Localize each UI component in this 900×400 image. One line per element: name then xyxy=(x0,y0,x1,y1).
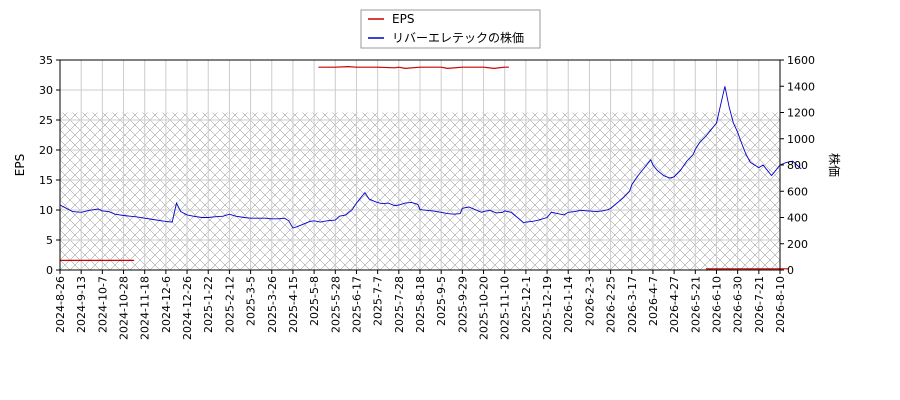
x-tick-label: 2026-1-14 xyxy=(562,276,575,333)
right-tick-label: 1200 xyxy=(787,107,815,120)
x-tick-label: 2026-6-30 xyxy=(732,276,745,333)
left-tick-label: 20 xyxy=(39,144,53,157)
plot-area xyxy=(59,59,802,271)
right-tick-label: 800 xyxy=(787,159,808,172)
x-tick-label: 2026-2-25 xyxy=(605,276,618,333)
left-tick-label: 15 xyxy=(39,174,53,187)
x-tick-label: 2025-9-29 xyxy=(456,276,469,333)
x-tick-label: 2026-6-10 xyxy=(710,276,723,333)
x-tick-label: 2025-12-1 xyxy=(520,276,533,333)
x-tick-label: 2025-9-5 xyxy=(435,276,448,326)
series-line-eps xyxy=(318,65,509,70)
x-tick-label: 2025-8-18 xyxy=(414,276,427,333)
x-tick-label: 2025-11-10 xyxy=(499,276,512,340)
x-axis-ticks: 2024-8-26 2024-9-13 2024-10-7 2024-10-28 202… xyxy=(54,270,787,340)
legend: EPS リバーエレテックの株価 xyxy=(360,9,541,49)
x-tick-label: 2025-7-28 xyxy=(393,276,406,333)
x-tick-label: 2025-1-22 xyxy=(202,276,215,333)
x-tick-label: 2026-5-21 xyxy=(689,276,702,333)
right-tick-label: 600 xyxy=(787,185,808,198)
x-tick-label: 2025-10-20 xyxy=(478,276,491,340)
right-tick-label: 0 xyxy=(787,264,794,277)
x-tick-label: 2026-7-21 xyxy=(753,276,766,333)
left-tick-label: 0 xyxy=(46,264,53,277)
right-axis-ticks: 0 200 400 600 800 1000 1200 1400 1600 xyxy=(780,54,815,277)
x-tick-label: 2024-9-13 xyxy=(75,276,88,333)
right-tick-label: 1000 xyxy=(787,133,815,146)
x-tick-label: 2025-5-8 xyxy=(308,276,321,326)
left-axis-ticks: 0 5 10 15 20 25 30 35 xyxy=(39,54,60,277)
x-tick-label: 2025-3-5 xyxy=(245,276,258,326)
left-tick-label: 25 xyxy=(39,114,53,127)
series-line-price xyxy=(59,86,802,229)
x-tick-label: 2026-3-17 xyxy=(626,276,639,333)
left-tick-label: 10 xyxy=(39,204,53,217)
left-tick-label: 30 xyxy=(39,84,53,97)
right-tick-label: 1600 xyxy=(787,54,815,67)
x-tick-label: 2025-12-19 xyxy=(541,276,554,340)
x-tick-label: 2025-5-28 xyxy=(329,276,342,333)
right-tick-label: 200 xyxy=(787,238,808,251)
x-tick-label: 2024-10-7 xyxy=(96,276,109,333)
left-axis-label: EPS xyxy=(13,154,27,176)
legend-label-eps: EPS xyxy=(392,12,414,26)
x-tick-label: 2025-7-7 xyxy=(372,276,385,326)
legend-label-price: リバーエレテックの株価 xyxy=(392,30,524,45)
x-tick-label: 2026-4-7 xyxy=(647,276,660,326)
right-axis-label: 株価 xyxy=(827,153,842,177)
series-layer xyxy=(59,65,802,270)
x-tick-label: 2025-3-26 xyxy=(266,276,279,333)
left-tick-label: 5 xyxy=(46,234,53,247)
legend-box xyxy=(360,9,541,49)
x-tick-label: 2024-12-26 xyxy=(181,276,194,340)
x-tick-label: 2024-12-6 xyxy=(160,276,173,333)
x-tick-label: 2026-4-27 xyxy=(668,276,681,333)
x-tick-label: 2025-6-17 xyxy=(350,276,363,333)
x-tick-label: 2025-4-15 xyxy=(287,276,300,333)
left-tick-label: 35 xyxy=(39,54,53,67)
right-tick-label: 1400 xyxy=(787,80,815,93)
x-tick-label: 2026-2-3 xyxy=(583,276,596,326)
right-tick-label: 400 xyxy=(787,212,808,225)
x-tick-label: 2026-8-10 xyxy=(774,276,787,333)
x-tick-label: 2024-11-18 xyxy=(139,276,152,340)
x-tick-label: 2025-2-12 xyxy=(223,276,236,333)
x-tick-label: 2024-8-26 xyxy=(54,276,67,333)
x-tick-label: 2024-10-28 xyxy=(118,276,131,340)
